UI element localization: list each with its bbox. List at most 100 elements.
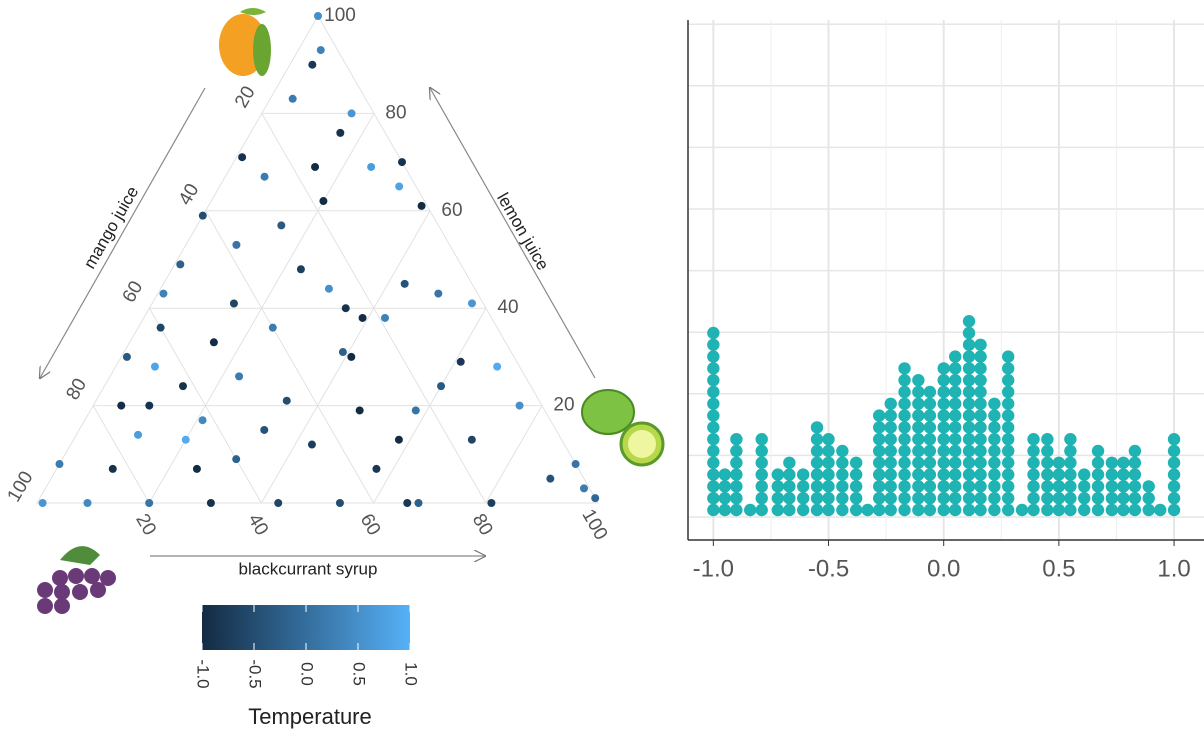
dot xyxy=(1041,480,1054,493)
dot xyxy=(707,409,720,422)
tick-label: 60 xyxy=(356,510,385,539)
dot xyxy=(912,444,925,458)
data-point xyxy=(83,499,92,507)
dot xyxy=(949,385,962,399)
dot xyxy=(898,374,911,387)
data-point xyxy=(341,304,350,313)
dot xyxy=(822,456,835,469)
dot xyxy=(783,503,796,517)
dot xyxy=(1001,492,1015,505)
x-tick-label: 0.0 xyxy=(927,555,960,582)
data-point xyxy=(546,474,555,483)
dot xyxy=(937,503,950,517)
tick-label: 40 xyxy=(175,180,204,209)
dot xyxy=(1142,503,1155,517)
dot xyxy=(1078,503,1091,517)
data-point xyxy=(414,499,423,507)
dot xyxy=(1001,468,1015,481)
data-point xyxy=(437,382,446,391)
dot xyxy=(1091,468,1105,481)
dot xyxy=(1001,421,1015,434)
dot xyxy=(849,480,863,493)
dot xyxy=(974,338,987,351)
dot xyxy=(1078,492,1091,505)
dot xyxy=(783,480,796,493)
data-point xyxy=(487,499,496,507)
tick-label: 100 xyxy=(324,5,356,26)
tick-label: 60 xyxy=(441,200,462,221)
dot xyxy=(1078,480,1091,493)
tick-label: 80 xyxy=(468,510,497,539)
data-point xyxy=(238,153,247,162)
dot xyxy=(822,468,835,481)
lime-icon xyxy=(581,389,665,467)
dot xyxy=(898,468,911,481)
data-point xyxy=(324,284,333,293)
dot xyxy=(836,468,849,481)
dot xyxy=(1041,456,1054,469)
dot xyxy=(1091,456,1105,469)
data-point xyxy=(411,406,420,415)
dot xyxy=(962,480,976,493)
dot xyxy=(884,421,897,434)
dot xyxy=(898,409,911,422)
tick-label: 40 xyxy=(243,510,272,539)
dot xyxy=(912,374,925,387)
dot xyxy=(1052,492,1066,505)
data-point xyxy=(308,60,317,69)
x-tick-label: 0.5 xyxy=(1042,555,1075,582)
dot xyxy=(872,409,886,422)
data-point xyxy=(117,401,126,410)
dot xyxy=(1091,503,1105,517)
colorbar-label: 0.0 xyxy=(298,662,317,686)
dot xyxy=(937,456,950,469)
dot xyxy=(707,326,720,340)
data-point xyxy=(235,372,244,381)
data-point xyxy=(493,362,502,371)
dot xyxy=(822,480,835,493)
colorbar-label: 1.0 xyxy=(402,662,421,686)
dot xyxy=(962,421,976,434)
dot xyxy=(707,468,720,481)
data-point xyxy=(335,499,344,507)
x-tick-label: -0.5 xyxy=(808,555,849,582)
dot xyxy=(988,397,1001,410)
dot xyxy=(1142,492,1155,505)
dot xyxy=(771,468,785,481)
dot xyxy=(912,456,925,469)
data-point xyxy=(229,299,238,308)
data-point xyxy=(282,396,291,405)
dot xyxy=(1001,503,1015,517)
dot xyxy=(988,456,1001,469)
data-point xyxy=(206,499,215,507)
dot xyxy=(949,492,962,505)
data-point xyxy=(571,460,580,469)
dot xyxy=(974,456,987,469)
dot xyxy=(962,350,976,363)
dot xyxy=(1027,492,1040,505)
dot xyxy=(923,421,937,434)
dot xyxy=(937,421,950,434)
grid-line xyxy=(485,405,543,504)
dot xyxy=(707,385,720,399)
tick-label: 20 xyxy=(231,83,260,112)
dot xyxy=(1064,456,1077,469)
colorbar xyxy=(202,605,410,650)
dot xyxy=(1128,456,1142,469)
dot xyxy=(949,421,962,434)
tick-label: 100 xyxy=(4,468,38,506)
dot xyxy=(872,433,886,446)
data-point xyxy=(145,401,154,410)
dot xyxy=(962,468,976,481)
axis-title: blackcurrant syrup xyxy=(239,559,378,578)
data-point xyxy=(311,162,320,171)
dot xyxy=(949,456,962,469)
dot xyxy=(988,480,1001,493)
dot xyxy=(988,503,1001,517)
dot xyxy=(872,480,886,493)
dot xyxy=(937,444,950,458)
dot xyxy=(912,503,925,517)
dot xyxy=(1128,444,1142,458)
ternary-frame xyxy=(36,14,599,504)
data-point xyxy=(181,435,190,444)
